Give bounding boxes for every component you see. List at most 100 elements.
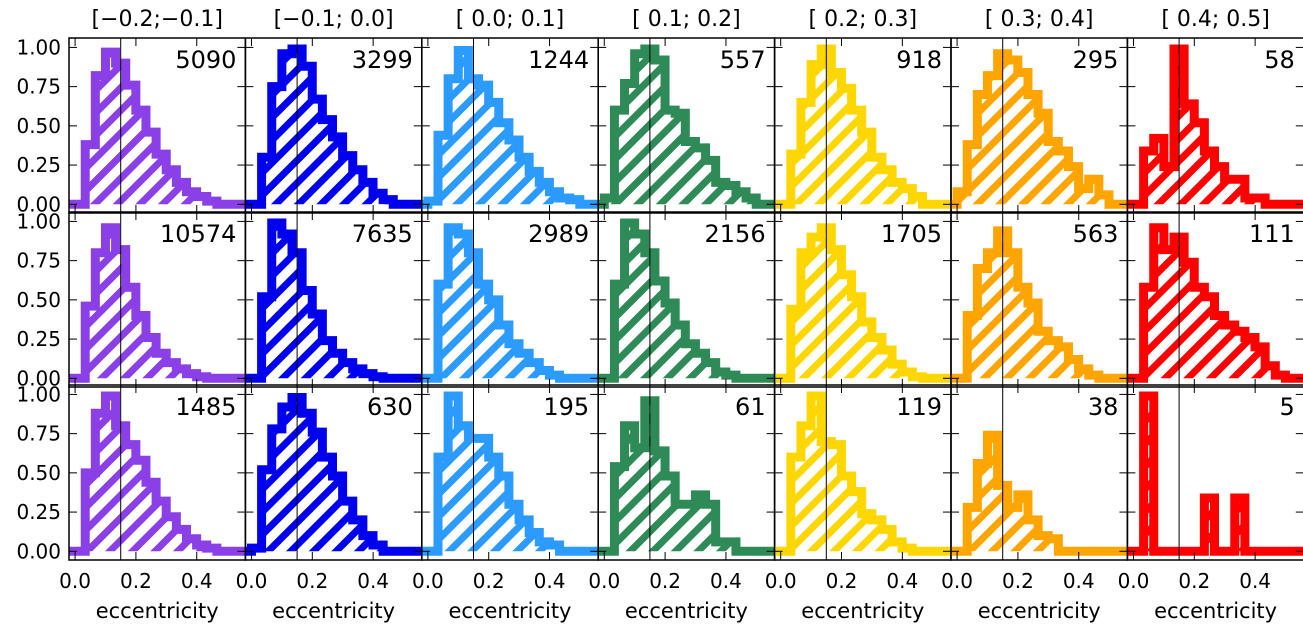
histogram-step-line	[598, 44, 775, 209]
y-tick-label: 1.00	[16, 209, 61, 233]
x-tick-label: 0.0	[59, 569, 91, 593]
histogram-panel: 195	[421, 384, 599, 561]
x-tick-label: 0.0	[1118, 569, 1150, 593]
count-label: 1244	[528, 46, 589, 74]
y-axis-labels: 0.000.250.500.751.000.000.250.500.751.00…	[16, 35, 61, 563]
x-tick-label: 0.2	[296, 569, 328, 593]
x-tick-label: 0.2	[120, 569, 152, 593]
y-tick-label: 1.00	[16, 35, 61, 59]
histogram-step-line	[1127, 223, 1303, 383]
histogram-hatch-fill	[604, 222, 767, 379]
column-title: [ 0.0; 0.1]	[456, 7, 565, 32]
count-label: 1705	[881, 220, 942, 248]
x-tick-label: 0.4	[181, 569, 213, 593]
count-label: 5090	[175, 46, 236, 74]
histogram-panel: 5	[1126, 384, 1303, 561]
y-tick-label: 0.00	[16, 192, 61, 216]
count-label: 119	[896, 393, 942, 421]
column-title: [−0.2;−0.1]	[91, 7, 222, 32]
x-tick-label: 0.4	[886, 569, 918, 593]
histogram-panel: 61	[597, 384, 776, 561]
x-tick-label: 0.2	[649, 569, 681, 593]
histogram-step-line	[598, 396, 775, 556]
count-label: 61	[735, 393, 766, 421]
count-label: 918	[896, 46, 942, 74]
histogram-panel: 58	[1126, 37, 1303, 214]
histogram-panel: 111	[1126, 211, 1303, 388]
histogram-panel: 557	[597, 37, 776, 214]
x-tick-label: 0.4	[710, 569, 742, 593]
histogram-panel: 1244	[421, 37, 599, 214]
count-label: 2989	[528, 220, 589, 248]
histogram-step-line	[774, 223, 951, 383]
y-tick-label: 0.75	[16, 249, 61, 273]
y-tick-label: 0.00	[16, 366, 61, 390]
histogram-panel: 119	[773, 384, 952, 561]
panels: 5090 3299 1244 557 918 295 58 10574 7635 2989 2156…	[68, 37, 1303, 561]
histogram-step-line	[1127, 44, 1303, 209]
x-axis-title: eccentricity	[625, 599, 748, 623]
histogram-step-line	[421, 223, 599, 383]
x-tick-label: 0.4	[1063, 569, 1095, 593]
y-tick-label: 0.75	[16, 422, 61, 446]
x-axis-title: eccentricity	[272, 599, 395, 623]
histogram-hatch-fill	[251, 222, 414, 379]
column-title: [ 0.4; 0.5]	[1161, 7, 1270, 32]
histogram-step-line	[951, 226, 1128, 383]
histogram-panel: 1485	[68, 384, 247, 561]
histogram-step-line	[774, 391, 951, 556]
count-label: 5	[1280, 393, 1295, 421]
count-label: 38	[1088, 393, 1119, 421]
histogram-step-line	[598, 218, 775, 383]
y-tick-label: 0.50	[16, 114, 61, 138]
histogram-hatch-fill	[75, 52, 238, 205]
histogram-step-line	[951, 49, 1128, 209]
histogram-step-line	[1127, 391, 1303, 556]
x-axis-title: eccentricity	[449, 599, 572, 623]
histogram-step-line	[774, 44, 951, 209]
y-tick-label: 0.25	[16, 153, 61, 177]
x-tick-label: 0.0	[236, 569, 268, 593]
x-tick-label: 0.2	[1178, 569, 1210, 593]
histogram-step-line	[245, 44, 422, 209]
x-tick-label: 0.2	[473, 569, 505, 593]
histogram-panel: 1705	[773, 211, 952, 388]
x-axis-title: eccentricity	[1154, 599, 1277, 623]
x-tick-label: 0.2	[1002, 569, 1034, 593]
histogram-step-line	[69, 223, 246, 383]
y-tick-label: 0.50	[16, 288, 61, 312]
histogram-panel: 38	[950, 384, 1129, 561]
count-label: 3299	[352, 46, 413, 74]
x-axis-title: eccentricity	[801, 599, 924, 623]
histogram-step-line	[421, 391, 599, 556]
count-label: 7635	[352, 220, 413, 248]
histogram-panel: 563	[950, 211, 1129, 388]
x-tick-label: 0.0	[412, 569, 444, 593]
x-tick-label: 0.4	[357, 569, 389, 593]
x-tick-label: 0.2	[826, 569, 858, 593]
count-label: 295	[1073, 46, 1119, 74]
y-tick-label: 0.75	[16, 75, 61, 99]
histogram-panel: 295	[950, 37, 1129, 214]
y-tick-label: 0.50	[16, 461, 61, 485]
histogram-hatch-fill	[75, 227, 238, 379]
column-title: [ 0.1; 0.2]	[632, 7, 741, 32]
histogram-hatch-fill	[427, 227, 590, 379]
histogram-step-line	[69, 391, 246, 556]
x-tick-label: 0.0	[765, 569, 797, 593]
column-titles: [−0.2;−0.1] [−0.1; 0.0] [ 0.0; 0.1] [ 0.1; …	[91, 7, 1269, 32]
x-tick-label: 0.4	[1239, 569, 1271, 593]
histogram-panel: 7635	[244, 211, 423, 388]
histogram-panel: 2156	[597, 211, 776, 388]
y-tick-label: 0.00	[16, 539, 61, 563]
y-tick-label: 1.00	[16, 382, 61, 406]
count-label: 630	[367, 393, 413, 421]
histogram-step-line	[69, 47, 246, 209]
count-label: 557	[720, 46, 766, 74]
x-tick-label: 0.4	[534, 569, 566, 593]
histogram-panel: 630	[244, 384, 423, 561]
histogram-step-line	[951, 430, 1128, 556]
histogram-panel: 10574	[68, 211, 247, 388]
histogram-step-line	[421, 46, 599, 209]
